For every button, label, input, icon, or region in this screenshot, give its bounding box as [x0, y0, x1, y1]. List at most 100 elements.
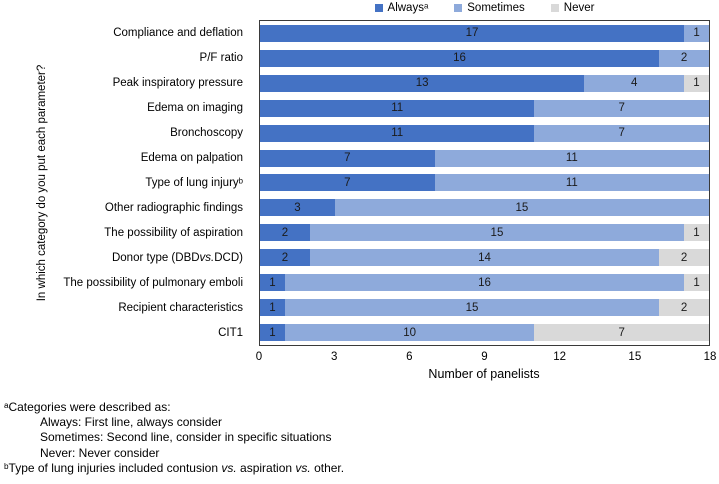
category-label: Recipient characteristics	[118, 302, 243, 315]
bar-segment-sometimes: 10	[284, 324, 535, 342]
bar-value-label: 17	[465, 27, 479, 40]
bar-value-label: 7	[618, 127, 625, 140]
legend-swatch-always	[374, 4, 383, 12]
bar-segment-never: 2	[659, 299, 709, 317]
x-tick-label: 15	[628, 351, 642, 363]
x-tick-label: 18	[703, 351, 717, 363]
footnotes: ᵃCategories were described as: Always: Fi…	[4, 400, 344, 476]
category-label: P/F ratio	[199, 51, 243, 64]
category-label: Type of lung injuryᵇ	[145, 177, 243, 189]
bar-value-label: 7	[618, 102, 625, 115]
legend-item-always: Alwaysᵃ	[374, 2, 428, 14]
bar-segment-always: 11	[260, 99, 535, 117]
bar-row: 3 15	[260, 199, 709, 217]
bar-value-label: 3	[294, 201, 301, 214]
bar-segment-never: 1	[684, 274, 709, 292]
bar-row: 1 16 1	[260, 274, 709, 292]
category-label: Compliance and deflation	[113, 26, 243, 39]
bar-row: 1 15 2	[260, 299, 709, 317]
footnote-line: Sometimes: Second line, consider in spec…	[40, 430, 332, 445]
bar-segment-never: 1	[684, 224, 709, 242]
bar-segment-sometimes: 2	[659, 49, 709, 67]
bar-value-label: 7	[344, 152, 351, 165]
bar-value-label: 4	[630, 77, 638, 90]
legend-label-sometimes: Sometimes	[467, 2, 525, 14]
bar-value-label: 13	[415, 77, 429, 90]
bar-row: 2 15 1	[260, 224, 709, 242]
bar-segment-sometimes: 7	[534, 124, 709, 142]
italic-vs: vs.	[295, 460, 311, 475]
bar-value-label: 2	[680, 52, 688, 65]
chart-legend: Alwaysᵃ Sometimes Never	[259, 0, 710, 16]
bar-segment-never: 7	[534, 324, 709, 342]
bar-segment-sometimes: 11	[434, 149, 709, 167]
bar-value-label: 1	[269, 301, 276, 314]
bar-segment-always: 16	[260, 49, 660, 67]
bar-segment-sometimes: 15	[284, 299, 660, 317]
plot-area: 17 1 16 2 13 4 1 11 7 11 7 7 11 7 11 3 15 2 15 1 2 14 2 1 16 1 1 15…	[259, 20, 710, 346]
category-label: Other radiographic findings	[104, 202, 243, 215]
bar-value-label: 2	[281, 226, 289, 239]
bar-value-label: 1	[269, 326, 276, 339]
bar-value-label: 7	[618, 326, 625, 339]
bar-row: 17 1	[260, 24, 709, 42]
footnote-line: Always: First line, always consider	[40, 415, 223, 430]
italic-vs: vs.	[221, 460, 237, 475]
bar-segment-always: 7	[260, 174, 435, 192]
x-tick-label: 6	[406, 351, 413, 363]
bar-value-label: 11	[565, 152, 578, 165]
legend-label-never: Never	[563, 2, 595, 14]
bar-value-label: 1	[693, 27, 700, 40]
category-label: The possibility of pulmonary emboli	[63, 277, 243, 290]
bar-value-label: 2	[680, 251, 688, 264]
category-label: Edema on imaging	[147, 101, 243, 114]
bar-value-label: 2	[281, 251, 289, 264]
bar-value-label: 14	[478, 251, 491, 264]
bar-value-label: 16	[453, 52, 466, 65]
x-axis-title: Number of panelists	[428, 367, 540, 381]
bar-segment-always: 11	[260, 124, 535, 142]
legend-item-sometimes: Sometimes	[454, 2, 525, 14]
bar-value-label: 11	[391, 102, 404, 115]
bar-value-label: 15	[465, 301, 479, 314]
bar-row: 7 11	[260, 149, 709, 167]
bar-row: 16 2	[260, 49, 709, 67]
category-label: Bronchoscopy	[170, 126, 243, 139]
bar-segment-sometimes: 1	[684, 24, 709, 42]
bar-segment-always: 17	[260, 24, 685, 42]
bar-row: 13 4 1	[260, 74, 709, 92]
bar-segment-always: 1	[260, 299, 285, 317]
legend-item-never: Never	[550, 2, 595, 14]
bar-segment-always: 1	[260, 324, 285, 342]
bar-segment-sometimes: 7	[534, 99, 709, 117]
bar-value-label: 2	[680, 301, 688, 314]
bar-value-label: 15	[490, 226, 504, 239]
bar-segment-always: 3	[260, 199, 335, 217]
bar-row: 1 10 7	[260, 324, 709, 342]
bar-value-label: 7	[344, 176, 351, 189]
x-tick-label: 0	[255, 351, 263, 363]
bar-segment-never: 1	[684, 74, 709, 92]
bar-segment-sometimes: 11	[434, 174, 709, 192]
bar-row: 7 11	[260, 174, 709, 192]
bar-row: 11 7	[260, 124, 709, 142]
bar-segment-sometimes: 4	[584, 74, 685, 92]
bar-value-label: 11	[391, 127, 404, 140]
category-label: The possibility of aspiration	[104, 227, 243, 240]
bar-segment-sometimes: 15	[309, 224, 685, 242]
footnote-line: Never: Never consider	[40, 445, 160, 460]
category-label: Edema on palpation	[140, 151, 243, 164]
footnote-line: ᵃCategories were described as:	[4, 400, 171, 414]
bar-segment-always: 1	[260, 274, 285, 292]
bar-row: 2 14 2	[260, 249, 709, 267]
category-label: Donor type (DBD vs. DCD)	[111, 252, 243, 265]
category-label: Peak inspiratory pressure	[112, 76, 243, 89]
bar-segment-always: 13	[260, 74, 585, 92]
bar-value-label: 15	[515, 201, 529, 214]
bar-value-label: 1	[693, 226, 700, 239]
bar-segment-always: 2	[260, 249, 310, 267]
bar-segment-always: 2	[260, 224, 310, 242]
bar-segment-sometimes: 15	[334, 199, 709, 217]
bar-value-label: 1	[693, 276, 700, 289]
